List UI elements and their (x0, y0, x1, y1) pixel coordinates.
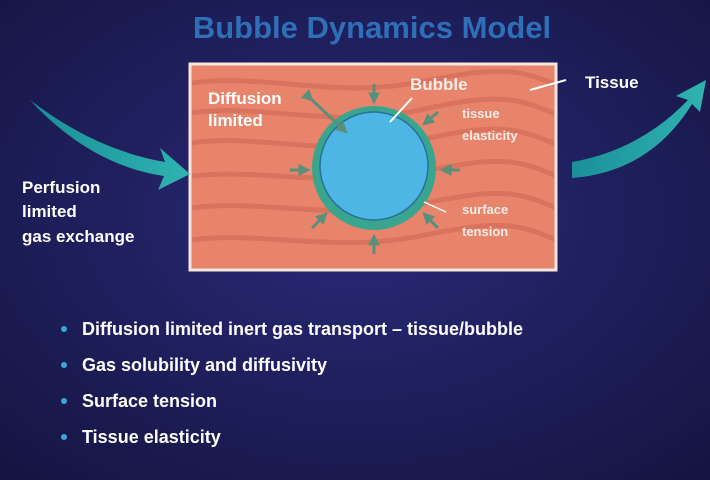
bullet-text: Diffusion limited inert gas transport – … (82, 319, 523, 339)
diffusion-label: limited (208, 111, 263, 130)
bubble-label: Bubble (410, 75, 468, 94)
elasticity-label: elasticity (462, 128, 518, 143)
tissue-label: Tissue (585, 73, 639, 92)
bullet-dot (61, 326, 67, 332)
title: Bubble Dynamics Model (193, 10, 551, 45)
bullet-text: Surface tension (82, 391, 217, 411)
elasticity-label: tissue (462, 106, 500, 121)
bullet-dot (61, 434, 67, 440)
bullet-text: Tissue elasticity (82, 427, 221, 447)
surface-label: surface (462, 202, 508, 217)
perfusion-label: Perfusion (22, 178, 100, 197)
surface-label: tension (462, 224, 508, 239)
bullet-dot (61, 398, 67, 404)
perfusion-label: gas exchange (22, 227, 134, 246)
bullet-text: Gas solubility and diffusivity (82, 355, 327, 375)
perfusion-label: limited (22, 202, 77, 221)
bullet-dot (61, 362, 67, 368)
diffusion-label: Diffusion (208, 89, 282, 108)
slide: Bubble Dynamics Model Diffusion limited … (0, 0, 710, 480)
